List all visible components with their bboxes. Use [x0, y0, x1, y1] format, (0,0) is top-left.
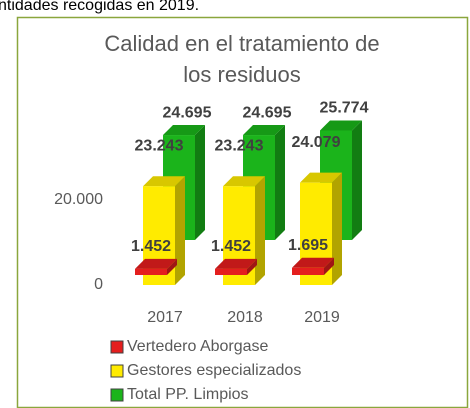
- data-label: 23.243: [135, 137, 184, 154]
- bar-side: [167, 258, 177, 275]
- data-label: 1.695: [288, 237, 328, 254]
- data-label: 24.695: [163, 104, 212, 121]
- y-tick-label: 0: [94, 276, 103, 293]
- bar-top: [243, 125, 285, 136]
- bar: [215, 268, 247, 275]
- bar: [135, 268, 167, 275]
- bar-side: [175, 176, 185, 285]
- legend-label: Gestores especializados: [127, 362, 301, 379]
- bar-top: [215, 258, 257, 269]
- bar-top: [223, 176, 265, 187]
- bar-top: [143, 176, 185, 187]
- bar-side: [332, 172, 342, 285]
- bar-top: [163, 125, 205, 136]
- bar-side: [324, 257, 334, 275]
- bar-top: [292, 257, 334, 268]
- bar-side: [352, 120, 362, 240]
- legend-swatch: [110, 388, 124, 402]
- page-text: ntidades recogidas en 2019.: [0, 0, 199, 14]
- data-label: 1.452: [131, 238, 171, 255]
- legend-swatch: [110, 364, 124, 378]
- x-tick-label: 2017: [147, 309, 183, 326]
- bar-top: [300, 172, 342, 183]
- x-tick-label: 2019: [304, 309, 340, 326]
- legend-swatch: [110, 340, 124, 354]
- data-label: 24.079: [292, 134, 341, 151]
- data-label: 23.243: [215, 137, 264, 154]
- legend-label: Total PP. Limpios: [127, 386, 249, 403]
- bar-side: [255, 176, 265, 285]
- bar-side: [195, 125, 205, 240]
- bar-top: [320, 120, 362, 131]
- bar: [292, 267, 324, 275]
- legend-label: Vertedero Aborgase: [127, 338, 269, 355]
- data-label: 1.452: [211, 238, 251, 255]
- bar-side: [247, 258, 257, 275]
- bar-side: [275, 125, 285, 240]
- bar-top: [135, 258, 177, 269]
- x-tick-label: 2018: [227, 309, 263, 326]
- data-label: 24.695: [243, 104, 292, 121]
- chart-title: Calidad en el tratamiento de los residuos: [104, 31, 379, 87]
- data-label: 25.774: [320, 100, 369, 117]
- y-tick-label: 20.000: [54, 191, 103, 208]
